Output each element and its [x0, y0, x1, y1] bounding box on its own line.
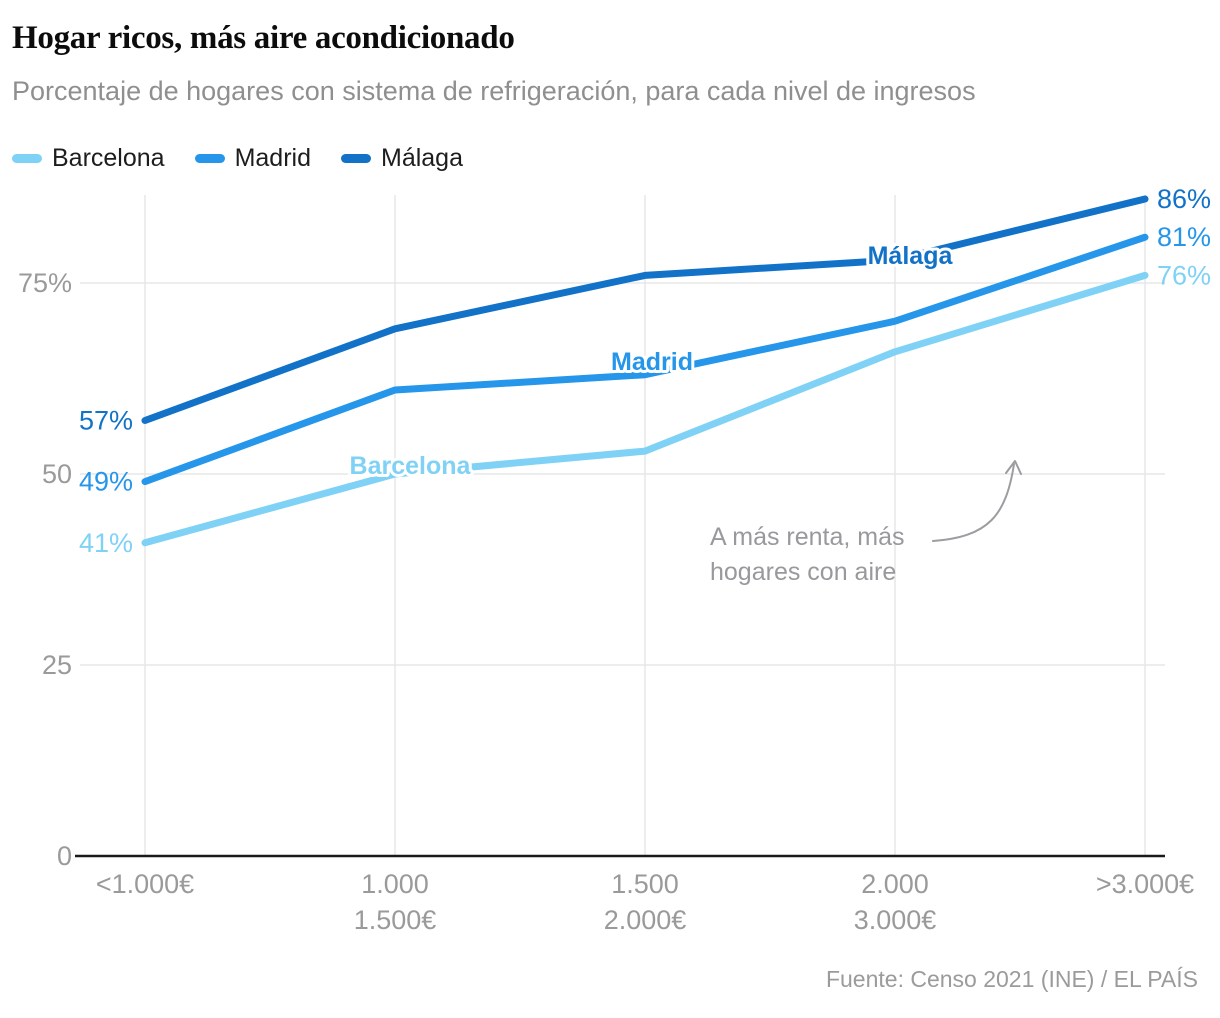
x-tick-label: 1.000 [361, 869, 429, 899]
series-label-barcelona: Barcelona [350, 452, 472, 480]
y-tick-label: 25 [42, 650, 72, 680]
series-label-málaga: Málaga [868, 242, 954, 270]
value-label-right-málaga: 86% [1157, 184, 1211, 214]
annotation-arrow [932, 463, 1015, 542]
source-credit: Fuente: Censo 2021 (INE) / EL PAÍS [825, 966, 1198, 992]
legend-label: Madrid [234, 144, 311, 172]
series-line-barcelona [141, 271, 1149, 547]
page-subtitle: Porcentaje de hogares con sistema de ref… [12, 76, 976, 106]
page-title: Hogar ricos, más aire acondicionado [12, 20, 515, 56]
value-label-left-madrid: 49% [79, 467, 133, 497]
x-tick-label: 1.500€ [354, 905, 437, 935]
legend-label: Málaga [381, 144, 463, 172]
series-label-madrid: Madrid [611, 348, 693, 376]
value-label-right-madrid: 81% [1157, 222, 1211, 252]
x-tick-label: 2.000€ [604, 905, 687, 935]
y-tick-label: 0 [57, 841, 72, 871]
legend-swatch-icon [12, 154, 42, 163]
annotation-arrowhead-icon [1005, 460, 1022, 475]
y-tick-label: 75% [18, 268, 72, 298]
legend-item-málaga: Málaga [341, 144, 463, 173]
y-tick-label: 50 [42, 459, 72, 489]
annotation-text: hogares con aire [710, 558, 896, 586]
legend-label: Barcelona [52, 144, 165, 172]
legend-item-madrid: Madrid [194, 144, 311, 173]
legend: Barcelona Madrid Málaga [12, 144, 463, 173]
legend-item-barcelona: Barcelona [12, 144, 165, 173]
x-tick-label: 2.000 [861, 869, 929, 899]
legend-swatch-icon [341, 154, 371, 163]
series-line-madrid [141, 233, 1149, 486]
legend-swatch-icon [194, 154, 225, 163]
x-tick-label: >3.000€ [1096, 869, 1194, 899]
value-label-right-barcelona: 76% [1157, 260, 1211, 290]
annotation-text: A más renta, más [710, 523, 905, 551]
x-tick-label: <1.000€ [96, 869, 194, 899]
series-line-málaga [141, 195, 1149, 424]
value-label-left-barcelona: 41% [79, 528, 133, 558]
x-tick-label: 1.500 [611, 869, 679, 899]
value-label-left-málaga: 57% [79, 406, 133, 436]
x-tick-label: 3.000€ [854, 905, 937, 935]
